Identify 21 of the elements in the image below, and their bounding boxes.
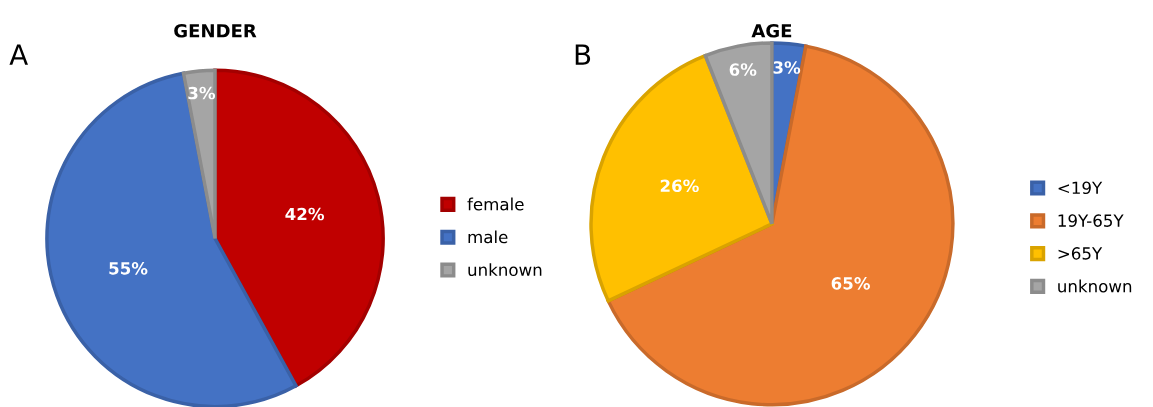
pie-slice bbox=[589, 53, 774, 303]
data-label: 65% bbox=[831, 277, 870, 290]
legend-label: unknown bbox=[1058, 279, 1132, 293]
data-label: 6% bbox=[729, 63, 757, 76]
data-label: 26% bbox=[660, 179, 699, 193]
data-label: 3% bbox=[773, 61, 801, 74]
legend-label: <19Y bbox=[1058, 181, 1103, 195]
data-label: 3% bbox=[188, 86, 216, 100]
legend-label: male bbox=[468, 230, 508, 244]
pie-slice bbox=[606, 44, 955, 407]
data-label: 42% bbox=[285, 207, 325, 221]
legend-label: female bbox=[467, 197, 524, 211]
data-label: 55% bbox=[109, 262, 148, 275]
legend-label: >65Y bbox=[1058, 247, 1103, 260]
text: B bbox=[575, 44, 591, 65]
pie-slice bbox=[703, 41, 774, 226]
chart-title: GENDER bbox=[174, 23, 257, 38]
legend-label: 19Y-65Y bbox=[1058, 214, 1124, 227]
legend-label: unknown bbox=[468, 263, 542, 277]
chart-title: AGE bbox=[751, 23, 792, 38]
text: A bbox=[9, 44, 28, 65]
